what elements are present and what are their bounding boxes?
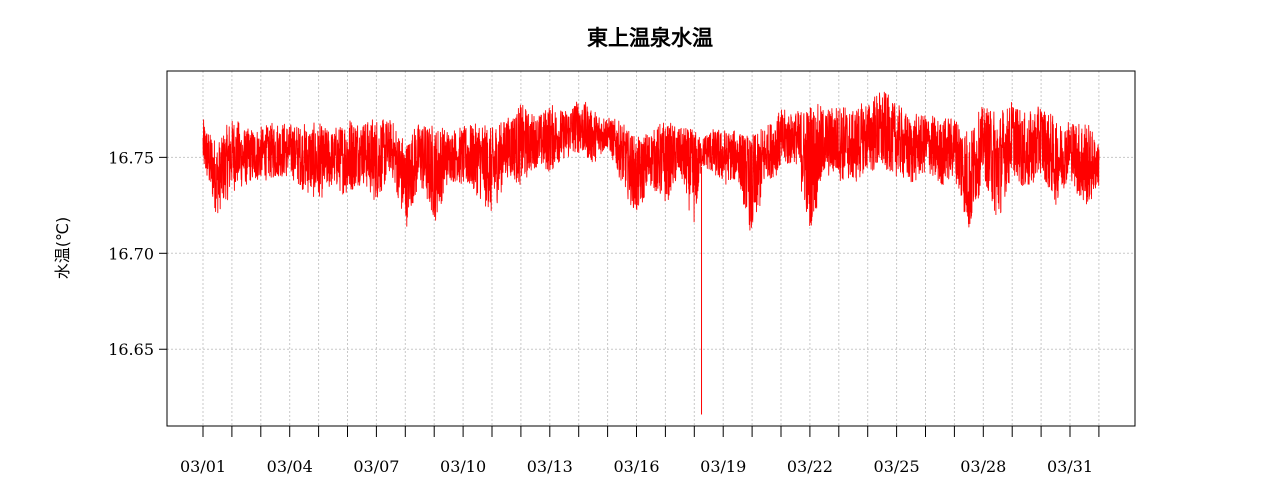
x-tick-label: 03/04 [267, 457, 313, 476]
y-tick-label: 16.75 [108, 148, 154, 167]
series-line [202, 91, 1100, 231]
x-tick-label: 03/13 [527, 457, 573, 476]
plot-frame [166, 70, 1136, 427]
x-tick-label: 03/10 [440, 457, 486, 476]
x-tick-label: 03/01 [180, 457, 226, 476]
y-tick-label: 16.70 [108, 244, 154, 263]
y-tick-label: 16.65 [108, 340, 154, 359]
x-tick-label: 03/16 [613, 457, 659, 476]
x-tick-label: 03/28 [960, 457, 1006, 476]
x-tick-label: 03/31 [1047, 457, 1093, 476]
chart-title: 東上温泉水温 [587, 26, 713, 50]
y-axis: 16.65 16.70 16.75 [108, 148, 167, 359]
x-tick-label: 03/25 [874, 457, 920, 476]
series-group [202, 91, 1100, 415]
x-tick-label: 03/07 [353, 457, 399, 476]
x-tick-label: 03/19 [700, 457, 746, 476]
x-tick-label: 03/22 [787, 457, 833, 476]
y-axis-title: 水温(℃) [53, 217, 72, 279]
x-axis: 03/01 03/04 03/07 03/10 03/13 03/16 03/19 03/22… [180, 426, 1100, 476]
